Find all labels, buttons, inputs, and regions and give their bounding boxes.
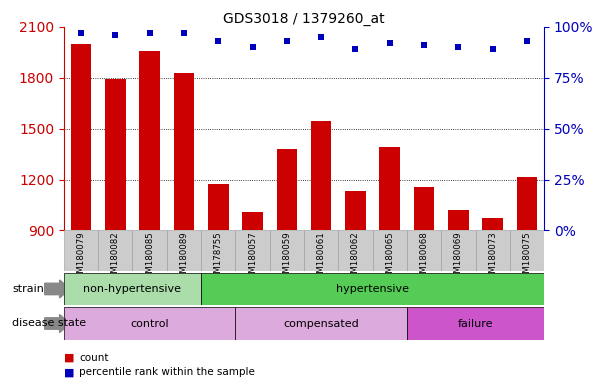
Bar <box>407 307 544 340</box>
Bar <box>510 230 544 271</box>
Text: disease state: disease state <box>12 318 86 328</box>
Bar <box>64 273 201 305</box>
Text: GSM180068: GSM180068 <box>420 232 429 285</box>
Text: GSM180085: GSM180085 <box>145 232 154 285</box>
Text: hypertensive: hypertensive <box>336 284 409 294</box>
Text: GSM178755: GSM178755 <box>214 232 223 285</box>
Bar <box>201 273 544 305</box>
Bar <box>304 230 338 271</box>
Title: GDS3018 / 1379260_at: GDS3018 / 1379260_at <box>223 12 385 26</box>
Text: ■: ■ <box>64 367 74 377</box>
Bar <box>311 121 331 230</box>
Bar <box>167 230 201 271</box>
FancyArrow shape <box>45 314 71 333</box>
Text: GSM180061: GSM180061 <box>317 232 326 285</box>
Text: GSM180059: GSM180059 <box>282 232 291 284</box>
Bar <box>64 230 98 271</box>
Text: GSM180069: GSM180069 <box>454 232 463 284</box>
Text: compensated: compensated <box>283 318 359 329</box>
Bar <box>482 218 503 230</box>
Text: GSM180065: GSM180065 <box>385 232 394 285</box>
Text: failure: failure <box>458 318 493 329</box>
Bar <box>414 187 434 230</box>
Bar <box>277 149 297 230</box>
Text: ■: ■ <box>64 353 74 363</box>
Text: percentile rank within the sample: percentile rank within the sample <box>79 367 255 377</box>
Bar <box>235 230 270 271</box>
Text: GSM180079: GSM180079 <box>77 232 86 284</box>
Text: GSM180073: GSM180073 <box>488 232 497 285</box>
FancyArrow shape <box>45 280 71 298</box>
Bar <box>517 177 537 230</box>
Bar <box>201 230 235 271</box>
Text: GSM180089: GSM180089 <box>179 232 188 284</box>
Text: non-hypertensive: non-hypertensive <box>83 284 181 294</box>
Bar <box>373 230 407 271</box>
Bar <box>208 184 229 230</box>
Bar <box>174 73 194 230</box>
Bar <box>345 191 366 230</box>
Text: GSM180062: GSM180062 <box>351 232 360 285</box>
Bar <box>448 210 469 230</box>
Text: strain: strain <box>12 284 44 294</box>
Text: count: count <box>79 353 109 363</box>
Bar <box>338 230 373 271</box>
Bar <box>98 230 133 271</box>
Text: control: control <box>130 318 169 329</box>
Text: GSM180075: GSM180075 <box>522 232 531 285</box>
Bar <box>64 307 235 340</box>
Bar <box>441 230 475 271</box>
Bar <box>139 51 160 230</box>
Bar <box>133 230 167 271</box>
Text: GSM180082: GSM180082 <box>111 232 120 285</box>
Text: GSM180057: GSM180057 <box>248 232 257 285</box>
Bar <box>407 230 441 271</box>
Bar <box>475 230 510 271</box>
Bar <box>242 212 263 230</box>
Bar <box>71 44 91 230</box>
Bar <box>105 79 126 230</box>
Bar <box>235 307 407 340</box>
Bar <box>270 230 304 271</box>
Bar <box>379 147 400 230</box>
